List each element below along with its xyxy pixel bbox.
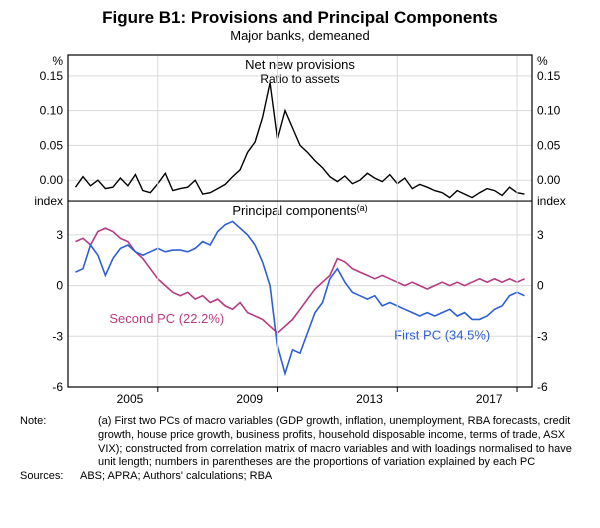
- figure-footer: Note: (a) First two PCs of macro variabl…: [20, 415, 580, 484]
- svg-text:First PC (34.5%): First PC (34.5%): [394, 328, 490, 343]
- svg-text:2009: 2009: [236, 392, 263, 406]
- chart-svg: 0.00 0.00 0.05 0.05 0.10 0.10 0.15 0.15%% Net ne…: [20, 49, 580, 409]
- note-label: Note:: [20, 415, 80, 470]
- svg-text:0.00: 0.00: [537, 173, 561, 187]
- svg-text:Net new provisions: Net new provisions: [245, 57, 355, 72]
- svg-text:0.10: 0.10: [40, 104, 64, 118]
- svg-text:2017: 2017: [476, 392, 503, 406]
- svg-text:0.05: 0.05: [40, 138, 64, 152]
- figure-subtitle: Major banks, demeaned: [20, 28, 580, 43]
- figure-title: Figure B1: Provisions and Principal Comp…: [20, 8, 580, 28]
- svg-text:2005: 2005: [117, 392, 144, 406]
- svg-text:0.05: 0.05: [537, 138, 561, 152]
- svg-text:3: 3: [56, 228, 63, 242]
- svg-text:0.00: 0.00: [40, 173, 64, 187]
- chart-area: 0.00 0.00 0.05 0.05 0.10 0.10 0.15 0.15%% Net ne…: [20, 49, 580, 409]
- svg-text:index: index: [537, 194, 566, 208]
- svg-text:2013: 2013: [356, 392, 383, 406]
- svg-text:0: 0: [56, 279, 63, 293]
- figure-container: Figure B1: Provisions and Principal Comp…: [0, 0, 600, 496]
- svg-text:-6: -6: [537, 380, 548, 394]
- svg-text:Principal components(a): Principal components(a): [232, 203, 367, 218]
- svg-text:0.10: 0.10: [537, 104, 561, 118]
- svg-text:index: index: [34, 194, 63, 208]
- svg-text:0.15: 0.15: [537, 69, 561, 83]
- svg-text:-3: -3: [537, 329, 548, 343]
- note-text: (a) First two PCs of macro variables (GD…: [80, 415, 580, 470]
- svg-text:-6: -6: [52, 380, 63, 394]
- svg-text:%: %: [537, 54, 548, 68]
- svg-text:-3: -3: [52, 329, 63, 343]
- svg-text:3: 3: [537, 228, 544, 242]
- svg-text:Second PC (22.2%): Second PC (22.2%): [109, 311, 224, 326]
- sources-label: Sources:: [20, 470, 80, 484]
- svg-text:0.15: 0.15: [40, 69, 64, 83]
- sources-text: ABS; APRA; Authors' calculations; RBA: [80, 470, 580, 484]
- svg-text:0: 0: [537, 279, 544, 293]
- svg-text:%: %: [52, 54, 63, 68]
- svg-text:Ratio to assets: Ratio to assets: [260, 72, 339, 86]
